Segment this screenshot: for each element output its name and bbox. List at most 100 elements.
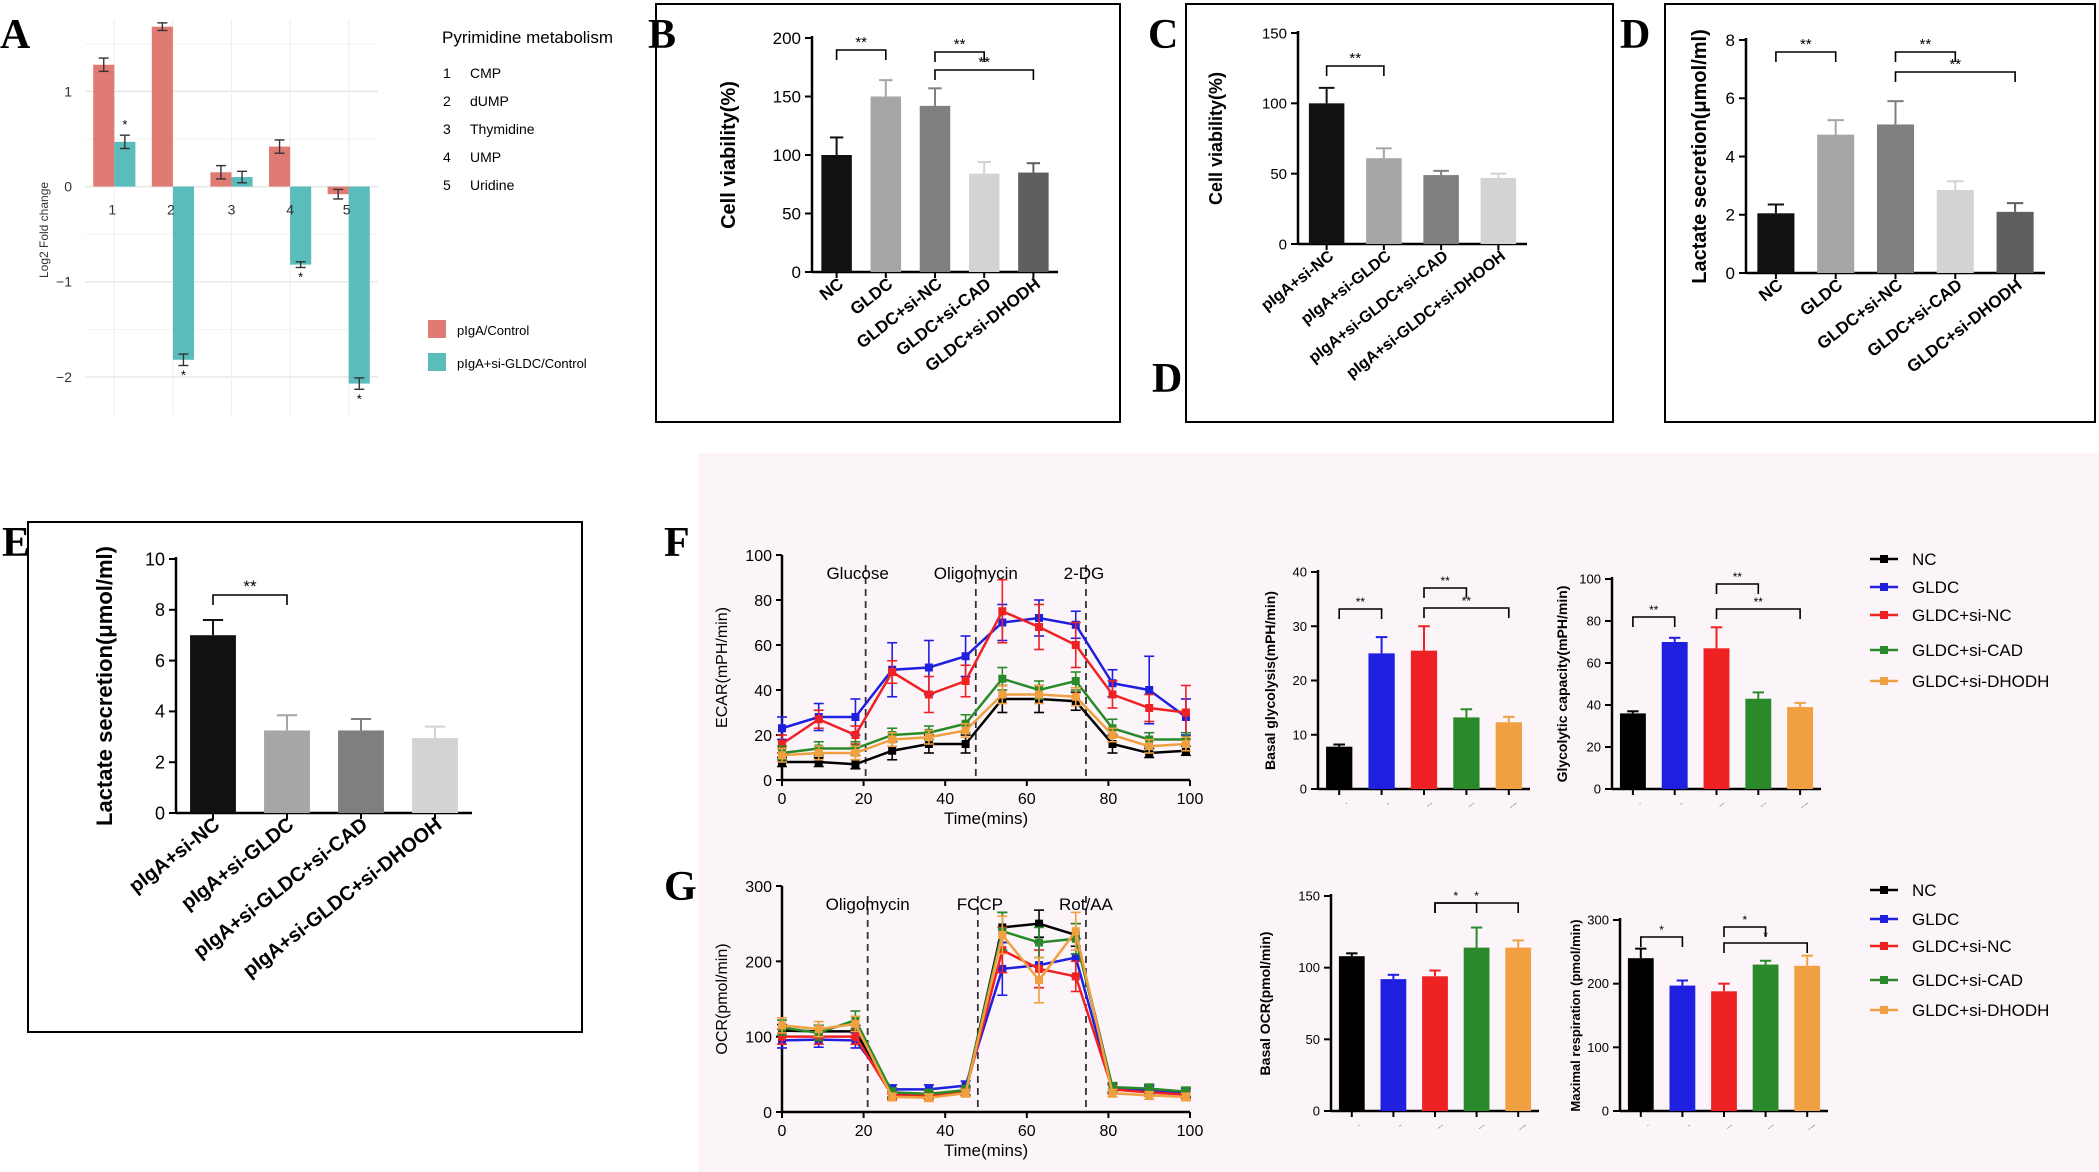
legend-marker <box>1880 1006 1888 1014</box>
x-tick-label: GLDC <box>1680 802 1684 805</box>
legend-swatch <box>428 353 446 371</box>
y-tick-label: 2 <box>155 753 165 773</box>
legend-marker <box>1880 915 1888 923</box>
data-point <box>851 731 860 739</box>
x-axis-title: Time(mins) <box>944 1141 1028 1160</box>
y-tick-label: 0 <box>1279 236 1287 253</box>
panel-label-c: C <box>1148 12 1178 58</box>
data-point <box>778 1021 786 1030</box>
y-tick-label: 100 <box>1587 1040 1609 1055</box>
x-tick-label: 3 <box>228 202 236 218</box>
data-point <box>1035 690 1044 699</box>
significance-bracket <box>1325 65 1385 76</box>
data-point <box>1145 686 1154 694</box>
y-tick-label: 50 <box>1270 166 1287 183</box>
bar-gldc-si-cad <box>968 173 1000 272</box>
x-tick-label: 0 <box>778 1123 787 1140</box>
y-axis-title: Cell viability(%) <box>1206 72 1226 205</box>
y-tick-label: 100 <box>745 1030 772 1047</box>
data-point <box>814 749 823 757</box>
y-tick-label: 200 <box>773 29 801 48</box>
x-tick-label: 80 <box>1100 1123 1118 1140</box>
x-tick-label: GLDC+si-DHODH <box>1808 1124 1816 1131</box>
significance-mark: ** <box>1462 594 1472 608</box>
bar-pIgA <box>93 64 115 187</box>
data-point <box>851 713 860 721</box>
y-tick-label: 60 <box>754 638 772 655</box>
bar-nc <box>1338 956 1365 1111</box>
legend-swatch <box>428 320 446 338</box>
legend-label: GLDC+si-DHODH <box>1912 672 2049 691</box>
panel-label-a: A <box>0 12 31 58</box>
bar-piga-si-gldc <box>1366 158 1402 244</box>
legend-label: NC <box>1912 550 1937 569</box>
data-point <box>1108 740 1117 748</box>
significance-mark: * <box>298 269 303 284</box>
data-point <box>778 751 786 760</box>
bar-nc <box>1627 958 1654 1111</box>
x-tick-label: GLDC+si-NC <box>1438 1124 1444 1129</box>
data-point <box>1145 704 1154 712</box>
data-point <box>1071 677 1080 685</box>
bar-gldc-si-dhodh <box>1787 707 1814 789</box>
bar-si-gldc <box>172 186 194 360</box>
significance-mark: ** <box>1800 36 1812 53</box>
bar-pIgA <box>151 26 173 187</box>
y-tick-label: 0 <box>792 263 801 282</box>
x-tick-label: GLDC+si-CAD <box>1468 801 1475 808</box>
significance-mark: ** <box>1349 50 1361 67</box>
x-tick-label: GLDC+si-CAD <box>1760 801 1767 808</box>
significance-bracket <box>1640 936 1684 947</box>
significance-bracket <box>1632 616 1676 627</box>
y-tick-label: 4 <box>1726 147 1735 166</box>
data-point <box>924 663 933 672</box>
data-point <box>1071 641 1080 649</box>
x-tick-label: GLDC+si-CAD <box>1767 1123 1774 1130</box>
bar-gldc-si-dhodh <box>1794 965 1821 1111</box>
y-tick-label: 8 <box>155 600 165 620</box>
data-point <box>924 690 933 699</box>
bar-piga-si-nc <box>190 635 236 813</box>
bar-gldc-si-dhodh <box>1018 172 1049 272</box>
y-tick-label: 4 <box>155 702 165 722</box>
bar-gldc <box>1817 134 1855 273</box>
significance-bracket <box>1423 587 1468 598</box>
y-tick-label: 10 <box>145 549 165 569</box>
y-tick-label: 40 <box>1587 698 1601 713</box>
y-tick-label: 2 <box>1726 206 1735 225</box>
x-tick-label: GLDC+si-NC <box>1427 802 1433 807</box>
data-point <box>1181 1092 1190 1101</box>
data-point <box>961 677 970 685</box>
significance-bracket <box>1715 583 1760 594</box>
panel-frame-d <box>1664 3 2096 423</box>
bar-gldc <box>870 96 902 272</box>
panel-frame-e <box>27 521 583 1033</box>
data-point <box>1145 1084 1154 1093</box>
bar-gldc-si-nc <box>1711 991 1737 1111</box>
significance-mark: ** <box>855 34 867 51</box>
x-tick-label: 40 <box>936 1123 954 1140</box>
data-point <box>961 1089 970 1098</box>
data-point <box>998 930 1007 939</box>
significance-mark: ** <box>1920 36 1932 53</box>
data-point <box>851 749 860 757</box>
panel-frame-b <box>655 3 1121 423</box>
significance-mark: ** <box>1649 603 1659 617</box>
y-axis-title: OCR(pmol/min) <box>714 943 731 1054</box>
x-tick-label: 60 <box>1018 791 1036 808</box>
data-point <box>778 740 786 748</box>
y-tick-label: 200 <box>1587 976 1609 991</box>
y-axis-title: ECAR(mPH/min) <box>714 607 731 728</box>
x-tick-label: GLDC <box>1387 802 1391 805</box>
y-tick-label: 300 <box>1587 913 1609 928</box>
significance-bracket <box>1894 71 2016 82</box>
data-point <box>1035 976 1044 985</box>
legend-metabolite: Uridine <box>470 177 515 193</box>
bar-pIgA <box>269 146 291 187</box>
x-tick-label: GLDC <box>1399 1124 1403 1127</box>
significance-bracket <box>1775 51 1837 62</box>
y-tick-label: 20 <box>754 728 772 745</box>
x-tick-label: 4 <box>286 202 294 218</box>
panel-label-f: F <box>664 520 690 566</box>
